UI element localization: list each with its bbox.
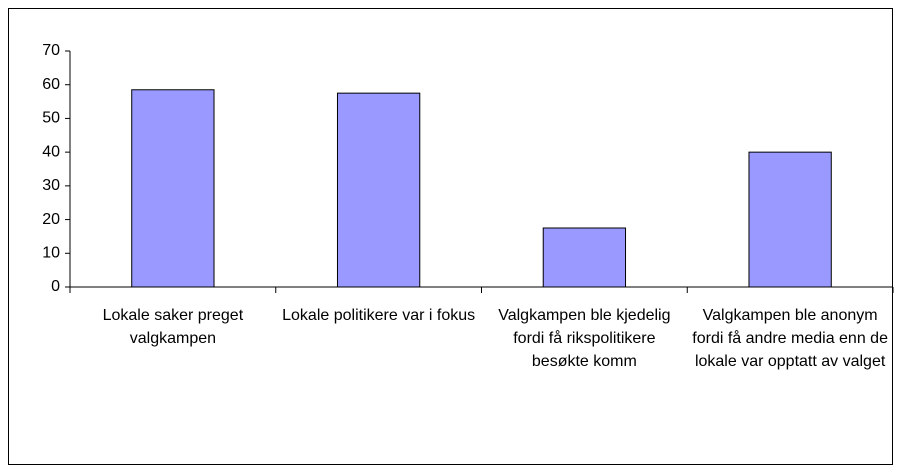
bar: [748, 151, 832, 288]
x-tick-label: Valgkampen ble anonym fordi få andre med…: [692, 307, 888, 370]
y-tick-label: 10: [42, 245, 60, 262]
x-tick-label: Lokale saker preget valgkampen: [102, 307, 244, 347]
y-tick-label: 50: [42, 110, 60, 127]
x-tick-label: Lokale politikere var i fokus: [282, 307, 476, 324]
bar: [542, 227, 627, 288]
bar: [336, 92, 421, 288]
y-tick-label: 70: [42, 42, 60, 59]
y-tick-label: 0: [51, 278, 60, 295]
y-tick-label: 60: [42, 76, 60, 93]
y-tick-label: 20: [42, 211, 60, 228]
bar: [131, 89, 215, 288]
y-tick-label: 30: [42, 177, 60, 194]
x-tick-label: Valgkampen ble kjedelig fordi få rikspol…: [498, 307, 671, 370]
y-tick-label: 40: [42, 143, 60, 160]
